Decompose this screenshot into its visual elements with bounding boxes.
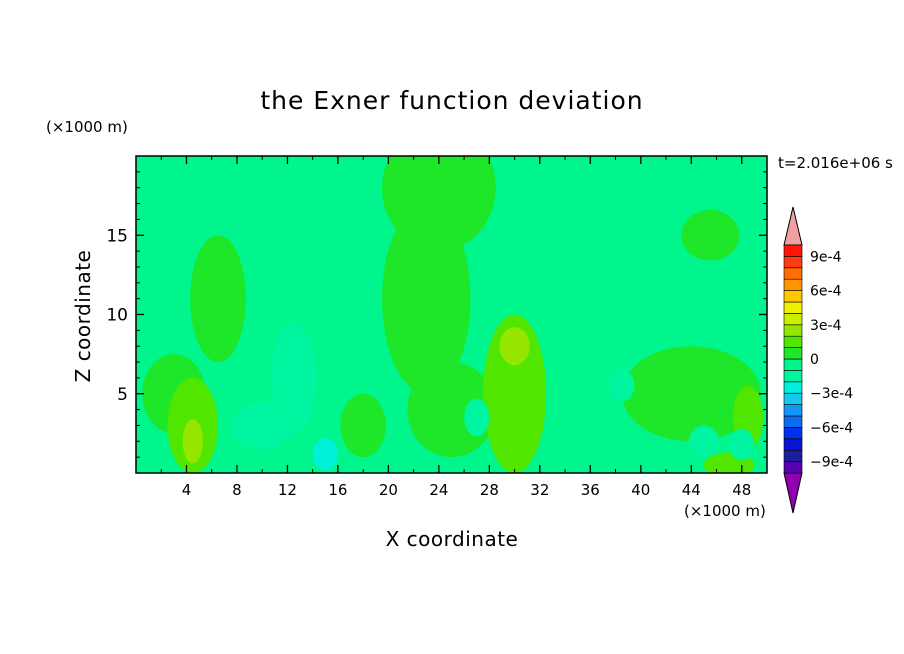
y-axis-ticks: 5 10 15 (106, 171, 767, 458)
colorbar-tick-label: 3e-4 (810, 318, 842, 334)
colorbar-tick-label: −3e-4 (810, 386, 853, 402)
x-axis-label: X coordinate (385, 527, 519, 551)
contour-region (621, 346, 761, 442)
contour-region (688, 425, 720, 458)
colorbar-swatch (783, 427, 803, 440)
colorbar-tick-label: 6e-4 (810, 284, 842, 300)
colorbar-swatch (783, 347, 803, 360)
x-tick-label: 12 (278, 481, 297, 499)
colorbar-tick-label: −9e-4 (810, 455, 853, 471)
x-tick-label: 40 (631, 481, 650, 499)
y-tick-label: 5 (117, 385, 128, 405)
contour-region (499, 327, 530, 366)
colorbar-swatch (783, 244, 803, 257)
colorbar-swatch (783, 335, 803, 348)
colorbar-swatch (783, 267, 803, 280)
contour-region (609, 369, 635, 402)
y-tick-label: 15 (106, 226, 128, 246)
colorbar-swatch (783, 358, 803, 371)
x-tick-label: 20 (379, 481, 398, 499)
colorbar-swatch (783, 278, 803, 291)
contour-region (729, 428, 755, 461)
contour-region (271, 322, 317, 434)
z-axis-unit: (×1000 m) (46, 118, 128, 136)
x-tick-label: 32 (530, 481, 549, 499)
contour-region (483, 314, 547, 473)
y-tick-label: 10 (106, 306, 128, 326)
x-tick-label: 16 (328, 481, 347, 499)
contour-region (382, 203, 471, 394)
colorbar-swatch (783, 404, 803, 417)
colorbar-swatch (783, 370, 803, 383)
x-tick-label: 36 (581, 481, 600, 499)
x-tick-label: 44 (682, 481, 701, 499)
contour-region (340, 393, 386, 458)
colorbar-swatch (783, 313, 803, 326)
contour-region (681, 209, 740, 261)
contour-region (312, 438, 338, 470)
colorbar-swatch (783, 392, 803, 405)
colorbar-swatch (783, 381, 803, 394)
colorbar-swatch (783, 438, 803, 451)
contour-field (136, 156, 767, 473)
colorbar-swatch (783, 415, 803, 428)
contour-region (190, 235, 246, 363)
colorbar-swatch (783, 449, 803, 462)
x-axis-ticks: 4 8 12 16 20 24 28 32 36 40 44 48 (160, 156, 751, 499)
contour-region (230, 401, 294, 450)
colorbar-swatch (783, 256, 803, 269)
time-label: t=2.016e+06 s (778, 154, 893, 172)
contour-region (464, 398, 490, 437)
x-tick-label: 24 (429, 481, 448, 499)
colorbar: 9e-4 6e-4 3e-4 0 −3e-4 −6e-4 −9e-4 (783, 206, 853, 514)
colorbar-swatch (783, 324, 803, 337)
colorbar-swatch (783, 301, 803, 314)
x-axis-unit: (×1000 m) (684, 502, 766, 520)
y-axis-label: Z coordinate (71, 249, 95, 383)
colorbar-tick-label: 0 (810, 352, 819, 368)
x-tick-label: 28 (480, 481, 499, 499)
x-tick-label: 8 (232, 481, 242, 499)
x-tick-label: 48 (732, 481, 751, 499)
colorbar-swatch (783, 461, 803, 474)
colorbar-swatch (783, 290, 803, 303)
chart-title: the Exner function deviation (260, 86, 644, 115)
contour-region (182, 419, 203, 464)
x-tick-label: 4 (182, 481, 192, 499)
colorbar-tick-label: 9e-4 (810, 249, 842, 265)
colorbar-tick-label: −6e-4 (810, 420, 853, 436)
